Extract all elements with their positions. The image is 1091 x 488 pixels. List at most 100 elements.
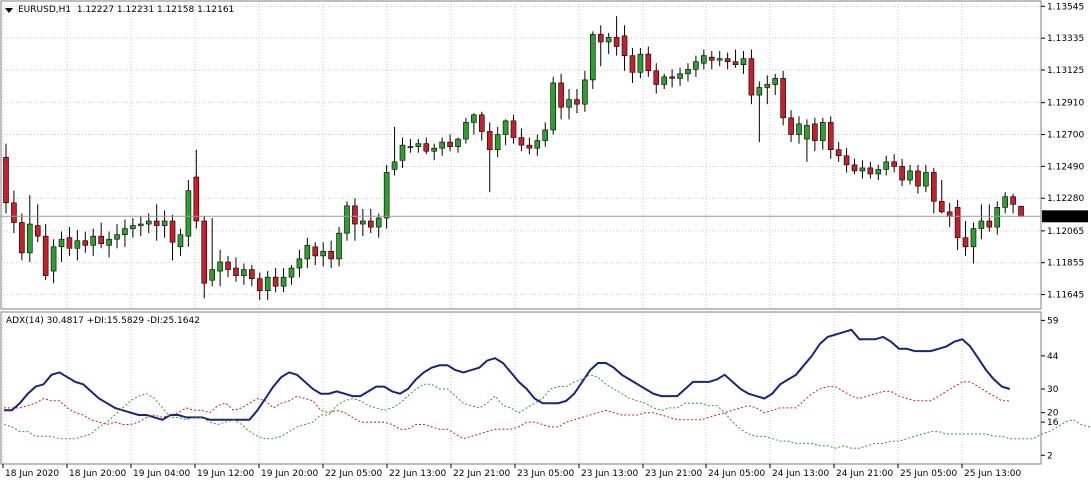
candle[interactable] — [1010, 193, 1016, 214]
candle[interactable] — [1018, 205, 1024, 217]
candle[interactable] — [74, 230, 81, 261]
candle[interactable] — [391, 126, 398, 176]
candle[interactable] — [772, 73, 779, 96]
candle[interactable] — [708, 51, 715, 70]
candle[interactable] — [296, 249, 303, 278]
candle[interactable] — [344, 201, 350, 241]
candle[interactable] — [201, 216, 208, 299]
candle[interactable] — [439, 137, 445, 156]
candle[interactable] — [534, 134, 541, 156]
candle[interactable] — [375, 213, 382, 238]
candle[interactable] — [312, 242, 319, 265]
candle[interactable] — [50, 239, 57, 284]
candle[interactable] — [796, 116, 802, 144]
candle[interactable] — [637, 48, 644, 79]
candle[interactable] — [923, 164, 929, 193]
candle[interactable] — [701, 49, 707, 70]
candle[interactable] — [677, 67, 683, 86]
candle[interactable] — [19, 213, 25, 261]
candle[interactable] — [66, 227, 73, 256]
candle[interactable] — [938, 180, 945, 214]
candle[interactable] — [732, 49, 739, 68]
candle[interactable] — [130, 217, 136, 238]
candle[interactable] — [883, 155, 890, 176]
candle[interactable] — [494, 126, 501, 158]
candle[interactable] — [740, 51, 747, 74]
candle[interactable] — [875, 164, 882, 181]
candle[interactable] — [558, 73, 564, 120]
candle[interactable] — [431, 143, 438, 161]
candle[interactable] — [328, 240, 334, 269]
candle[interactable] — [463, 117, 469, 144]
candle[interactable] — [106, 231, 112, 258]
candle[interactable] — [621, 25, 628, 71]
candle[interactable] — [217, 249, 223, 287]
candle[interactable] — [26, 195, 33, 262]
candle[interactable] — [645, 46, 652, 77]
candle[interactable] — [225, 255, 231, 278]
candle[interactable] — [478, 111, 485, 141]
candle[interactable] — [264, 271, 271, 300]
chart-menu-icon[interactable] — [5, 8, 13, 13]
candle[interactable] — [590, 31, 596, 89]
candle[interactable] — [542, 122, 549, 147]
candle[interactable] — [748, 49, 755, 105]
candle[interactable] — [724, 52, 731, 70]
candle[interactable] — [843, 148, 850, 173]
candle[interactable] — [280, 268, 287, 293]
candle[interactable] — [122, 219, 128, 247]
candle[interactable] — [970, 222, 977, 264]
candle[interactable] — [819, 117, 826, 150]
candle[interactable] — [153, 204, 160, 241]
candle[interactable] — [994, 201, 1001, 235]
candle[interactable] — [98, 222, 104, 249]
candle[interactable] — [804, 119, 810, 162]
candle[interactable] — [471, 113, 477, 135]
candle[interactable] — [891, 154, 897, 173]
candle[interactable] — [288, 265, 295, 285]
candle[interactable] — [352, 198, 358, 241]
candle[interactable] — [399, 137, 406, 168]
candle[interactable] — [907, 164, 913, 185]
candle[interactable] — [367, 208, 374, 234]
candle[interactable] — [661, 73, 667, 89]
candle[interactable] — [915, 164, 921, 194]
candle[interactable] — [209, 217, 215, 287]
candle[interactable] — [899, 158, 905, 187]
candle[interactable] — [82, 231, 89, 253]
candle[interactable] — [272, 268, 279, 293]
candle[interactable] — [11, 190, 17, 234]
candle[interactable] — [360, 208, 366, 237]
candle[interactable] — [986, 204, 993, 232]
candle[interactable] — [177, 228, 184, 256]
candle[interactable] — [859, 160, 866, 179]
candle[interactable] — [58, 231, 65, 262]
candle[interactable] — [835, 142, 842, 162]
candle[interactable] — [954, 199, 961, 250]
candle[interactable] — [812, 117, 818, 152]
candle[interactable] — [931, 167, 937, 214]
candle[interactable] — [455, 137, 461, 153]
candle[interactable] — [407, 139, 414, 153]
candle[interactable] — [693, 55, 699, 77]
candle[interactable] — [827, 116, 834, 159]
candle[interactable] — [962, 221, 969, 256]
candle[interactable] — [447, 134, 453, 152]
candle[interactable] — [42, 224, 49, 281]
candle[interactable] — [716, 51, 723, 67]
candle[interactable] — [780, 70, 786, 126]
candle[interactable] — [653, 63, 660, 94]
candle[interactable] — [597, 25, 604, 67]
candle[interactable] — [851, 158, 858, 174]
candle[interactable] — [336, 227, 342, 267]
candle[interactable] — [185, 180, 192, 247]
candle[interactable] — [510, 114, 517, 144]
candle[interactable] — [566, 89, 572, 120]
candle[interactable] — [518, 128, 525, 152]
candle[interactable] — [161, 210, 168, 238]
candle[interactable] — [114, 224, 120, 249]
candle[interactable] — [1002, 192, 1008, 214]
